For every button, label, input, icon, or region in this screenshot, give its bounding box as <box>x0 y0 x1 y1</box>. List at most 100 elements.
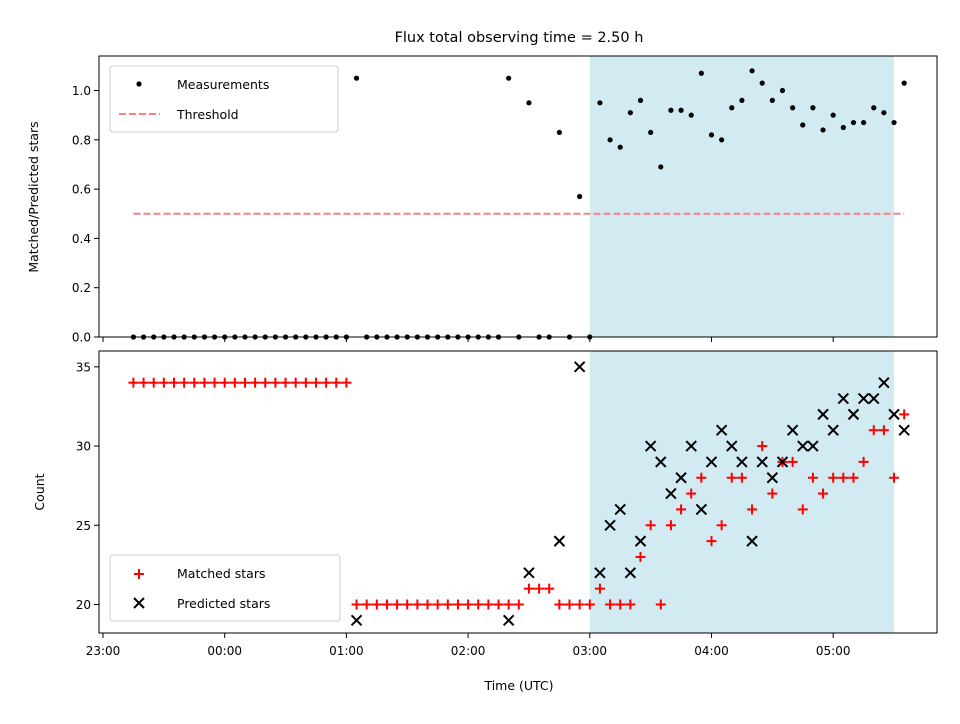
matched-star-point <box>493 599 504 610</box>
measurement-point <box>637 97 644 103</box>
matched-star-point <box>868 425 879 436</box>
predicted-star-point <box>665 487 677 500</box>
measurement-point <box>668 107 674 113</box>
predicted-star-point <box>797 440 809 452</box>
measurement-point <box>719 137 725 143</box>
predicted-star-stroke-b <box>594 567 606 579</box>
matched-star-point <box>848 472 859 483</box>
predicted-star-point <box>847 408 860 421</box>
legend-threshold-label: Threshold <box>176 107 239 122</box>
top-y-tick-label: 0.6 <box>72 183 91 197</box>
measurement-point <box>800 122 806 128</box>
matched-star-point <box>706 536 717 547</box>
matched-star-point <box>594 583 605 594</box>
matched-star-point <box>716 520 727 531</box>
matched-star-point <box>767 488 778 499</box>
predicted-star-stroke-b <box>655 456 667 468</box>
matched-star-point <box>452 599 463 610</box>
matched-star-point <box>351 599 362 610</box>
matched-star-point <box>189 377 200 388</box>
matched-star-point <box>899 409 910 420</box>
matched-star-point <box>392 599 403 610</box>
matched-star-point <box>199 377 210 388</box>
legend-predicted-marker <box>133 597 145 609</box>
measurement-point <box>871 105 877 111</box>
bottom-y-tick-label: 35 <box>76 360 91 374</box>
matched-star-point <box>696 472 707 483</box>
predicted-star-point <box>766 472 779 484</box>
measurement-point <box>658 164 664 170</box>
legend-predicted-label: Predicted stars <box>177 596 270 611</box>
predicted-star-stroke-b <box>847 408 860 421</box>
predicted-star-point <box>350 614 363 627</box>
measurement-point <box>627 110 633 116</box>
predicted-star-stroke-b <box>736 456 748 468</box>
matched-star-point <box>260 377 271 388</box>
predicted-star-stroke-b <box>857 392 870 405</box>
matched-star-point <box>564 599 575 610</box>
bottom-x-tick-label: 23:00 <box>86 644 121 658</box>
matched-star-point <box>381 599 392 610</box>
predicted-star-point <box>675 472 687 484</box>
matched-star-point <box>270 377 281 388</box>
measurement-point <box>353 75 360 81</box>
predicted-star-point <box>705 456 718 468</box>
legend-matched-label: Matched stars <box>177 566 265 581</box>
predicted-star-stroke-b <box>898 424 910 436</box>
measurement-point <box>597 100 603 106</box>
matched-star-point <box>574 599 585 610</box>
top-y-ticks: 0.0 0.2 0.4 0.6 0.8 1.0 <box>72 84 99 345</box>
bottom-x-tick-label: 00:00 <box>207 644 242 658</box>
matched-star-point <box>300 377 311 388</box>
predicted-star-stroke-b <box>695 503 708 516</box>
matched-star-point <box>239 377 250 388</box>
matched-star-point <box>615 599 626 610</box>
measurement-point <box>830 112 836 118</box>
measurement-point <box>820 127 826 133</box>
matched-star-point <box>422 599 433 610</box>
matched-star-point <box>321 377 332 388</box>
matched-star-point <box>280 377 291 388</box>
matched-star-point <box>676 504 687 515</box>
matched-star-point <box>858 456 869 467</box>
matched-star-point <box>665 520 676 531</box>
predicted-star-stroke-b <box>715 424 728 436</box>
matched-star-point <box>889 472 900 483</box>
predicted-star-stroke-b <box>523 567 535 579</box>
bottom-x-tick-label: 04:00 <box>694 644 729 658</box>
matched-star-point <box>442 599 453 610</box>
predicted-star-point <box>726 440 738 452</box>
matched-star-point <box>655 599 666 610</box>
chart-title: Flux total observing time = 2.50 h <box>395 30 644 46</box>
bottom-x-ticks: 23:00 00:00 01:00 02:00 03:00 04:00 05:00 <box>86 633 850 658</box>
predicted-star-point <box>776 456 789 468</box>
predicted-star-stroke-b <box>776 456 789 468</box>
predicted-star-point <box>594 567 606 579</box>
predicted-star-point <box>786 424 799 436</box>
matched-star-point <box>544 583 555 594</box>
matched-star-point <box>584 599 595 610</box>
matched-star-point <box>473 599 484 610</box>
bottom-y-tick-label: 30 <box>76 440 91 454</box>
bottom-shaded-interval <box>589 351 895 633</box>
measurement-point <box>506 75 512 81</box>
measurement-point <box>708 132 715 138</box>
predicted-star-point <box>644 440 657 452</box>
measurement-point <box>739 97 745 103</box>
predicted-star-point <box>756 456 768 468</box>
measurement-point <box>790 105 796 111</box>
measurement-point <box>526 100 532 106</box>
matched-star-point <box>219 377 230 388</box>
predicted-star-stroke-b <box>705 456 718 468</box>
predicted-star-point <box>695 503 708 516</box>
predicted-star-point <box>553 535 566 547</box>
matched-star-point <box>645 520 656 531</box>
predicted-star-point <box>827 424 839 436</box>
measurement-point <box>891 119 897 126</box>
predicted-star-point <box>807 440 819 452</box>
matched-star-point <box>148 377 159 388</box>
matched-star-point <box>605 599 616 610</box>
predicted-star-stroke-b <box>553 535 566 547</box>
legend-measurements-marker <box>136 81 142 87</box>
